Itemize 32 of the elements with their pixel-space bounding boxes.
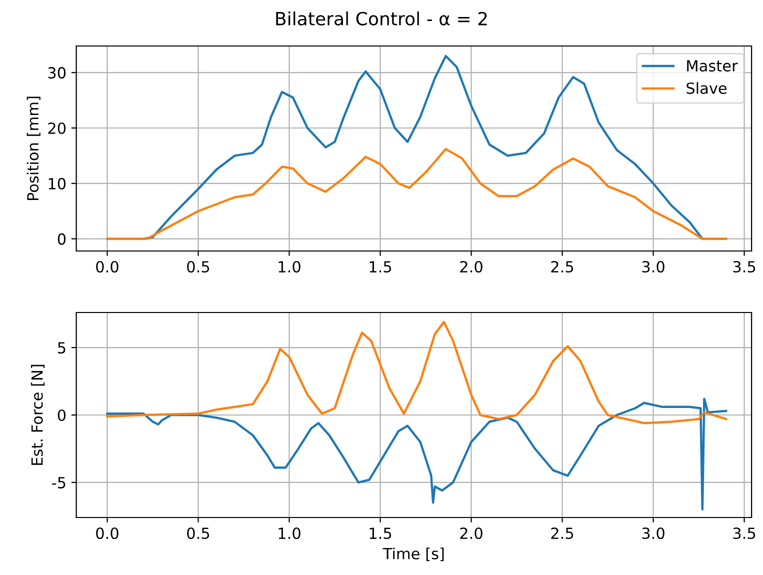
line-series — [106, 320, 728, 424]
x-tick-label: 0.5 — [187, 260, 210, 273]
x-tick-label: 2.0 — [460, 527, 482, 540]
x-tick-label: 3.5 — [733, 527, 756, 540]
x-tick-label: 1.0 — [278, 260, 300, 273]
y-axis-title: Position [mm] — [26, 96, 40, 200]
y-tick-label: 0 — [58, 233, 66, 245]
chart-title: Bilateral Control - α = 2 — [276, 12, 487, 26]
line-series — [106, 148, 728, 240]
y-tick-label: 0 — [58, 409, 66, 422]
y-axis-title: Est. Force [N] — [31, 364, 45, 465]
x-tick-label: 2.5 — [551, 527, 574, 540]
legend-label: Slave — [686, 82, 727, 94]
x-tick-label: 2.5 — [551, 260, 574, 273]
x-tick-label: 0.5 — [187, 527, 210, 540]
x-tick-label: 3.0 — [642, 527, 664, 540]
x-tick-label: 3.5 — [733, 260, 756, 273]
x-tick-label: 0.0 — [96, 527, 118, 540]
y-tick-label: 20 — [48, 122, 66, 134]
line-series — [106, 398, 728, 511]
x-tick-label: 0.0 — [96, 260, 118, 273]
x-tick-label: 1.0 — [278, 527, 300, 540]
legend-label: Master — [687, 60, 738, 72]
x-tick-label: 1.5 — [370, 528, 392, 540]
x-tick-label: 3.0 — [642, 260, 664, 273]
x-tick-label: 2.0 — [460, 260, 482, 273]
y-tick-label: 10 — [48, 178, 66, 190]
x-axis-title: Time [s] — [382, 548, 444, 562]
x-tick-label: 1.5 — [370, 261, 392, 273]
y-tick-label: 30 — [48, 67, 66, 79]
y-tick-label: -5 — [52, 477, 66, 488]
y-tick-label: 5 — [58, 342, 66, 354]
